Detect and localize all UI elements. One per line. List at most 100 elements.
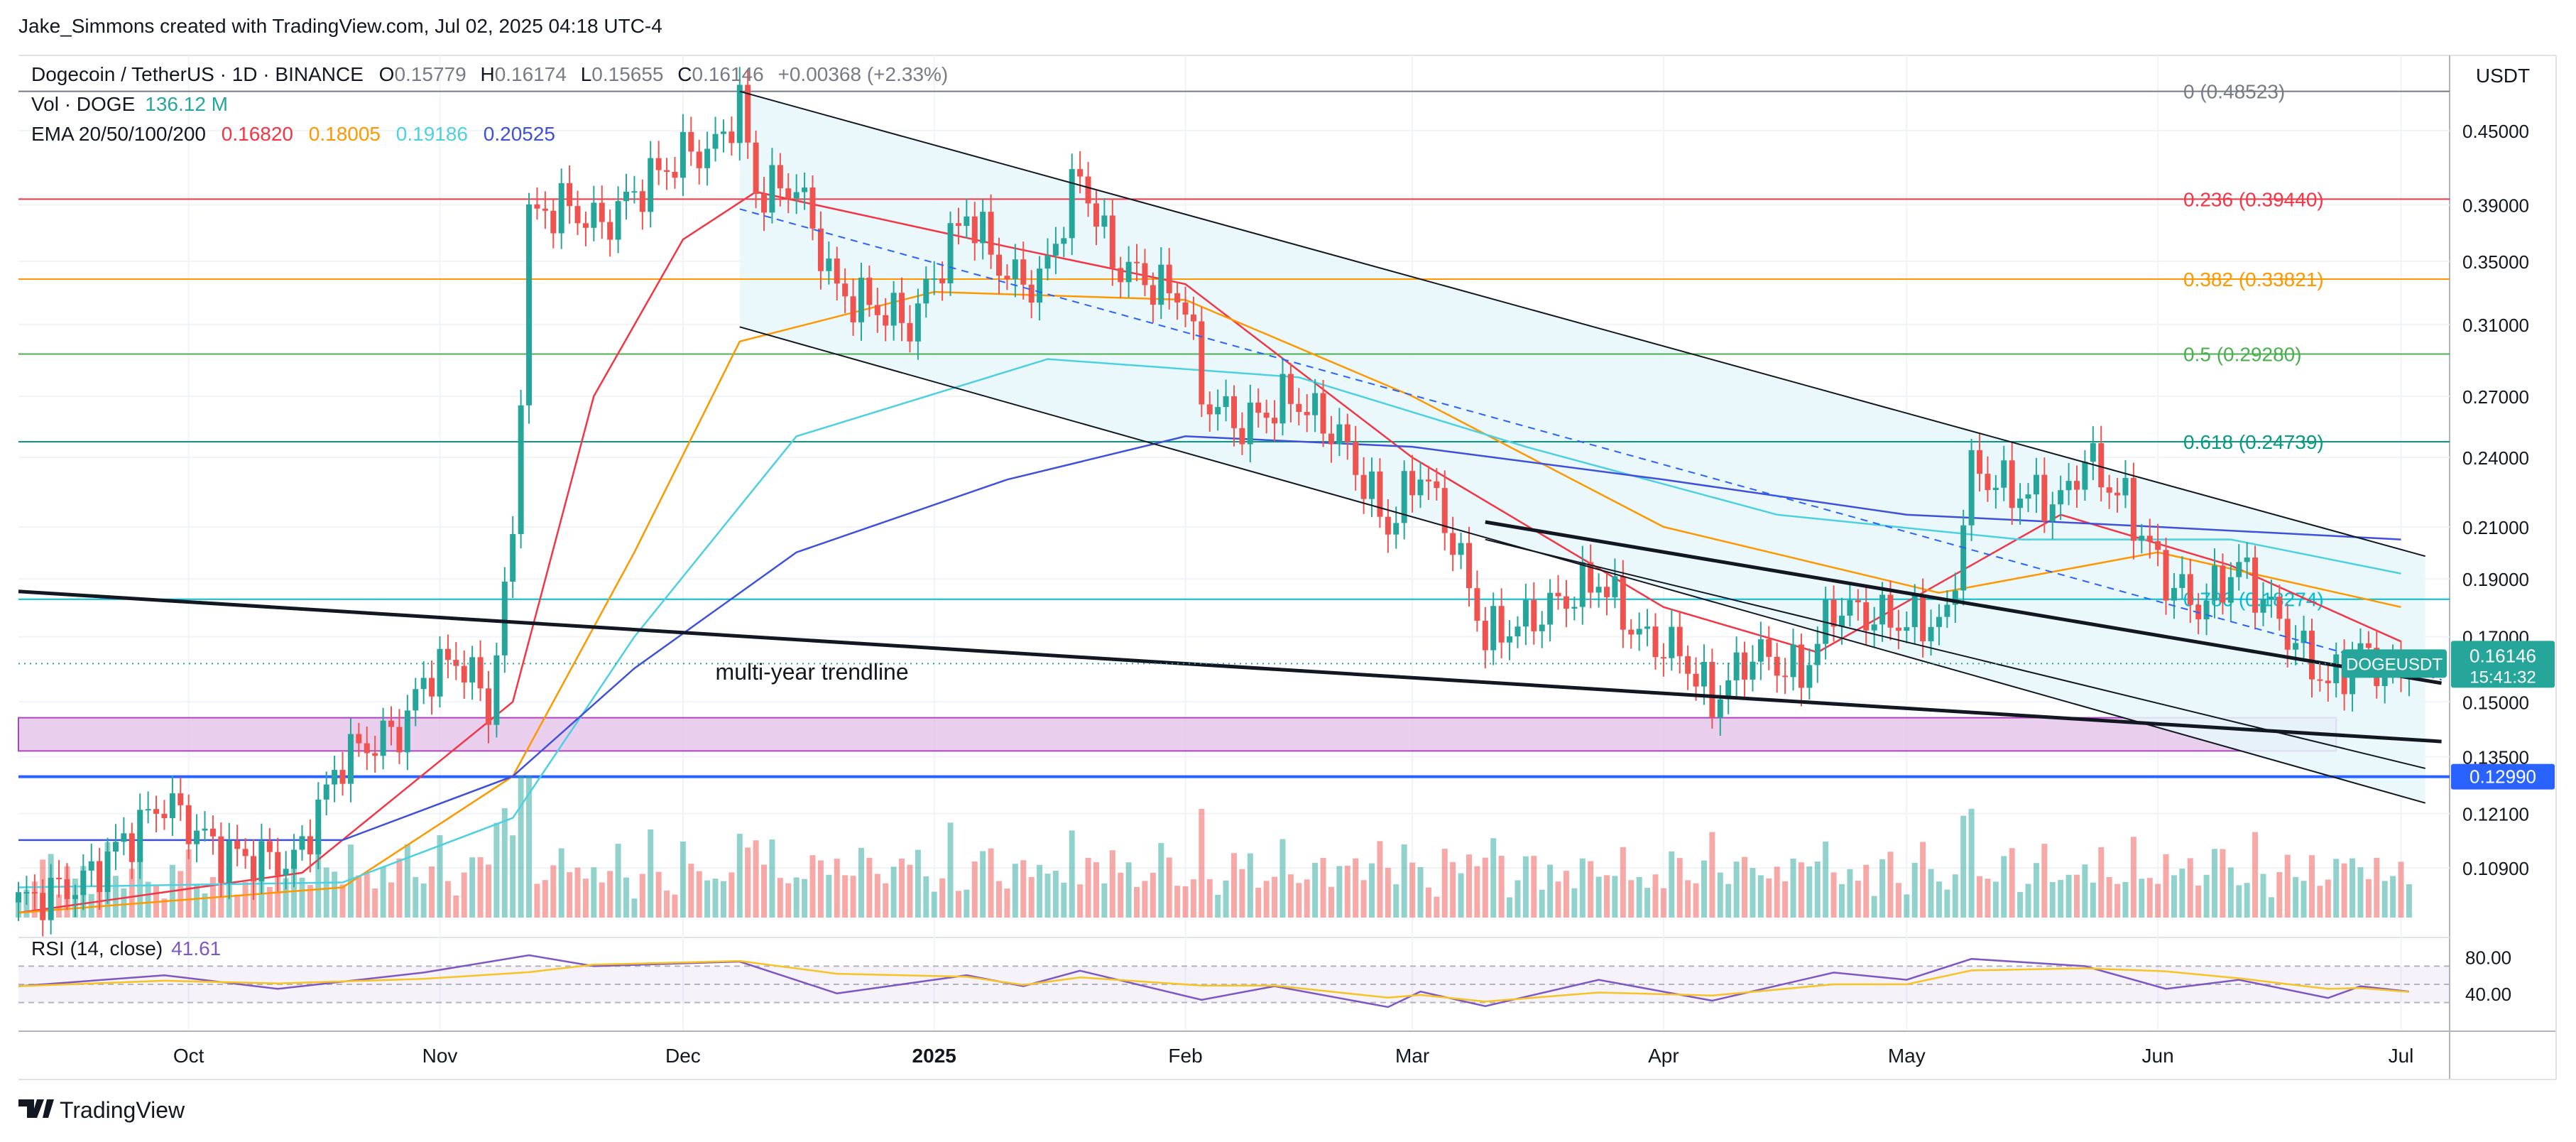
volume-bar <box>283 878 289 918</box>
volume-bar <box>404 844 410 918</box>
volume-bar <box>129 869 135 918</box>
candle-body <box>413 689 419 711</box>
volume-bar <box>2139 879 2145 918</box>
candle-body <box>2333 654 2340 684</box>
x-tick-label: May <box>1888 1045 1926 1067</box>
candle-body <box>2220 565 2226 603</box>
volume-bar <box>1279 839 1286 918</box>
volume-bar <box>907 864 913 918</box>
candle-body <box>1263 413 1270 418</box>
volume-bar <box>2187 858 2193 918</box>
volume-bar <box>307 885 313 918</box>
volume-bar <box>1652 874 1659 918</box>
candle-body <box>56 877 62 879</box>
volume-bar <box>2195 885 2202 918</box>
candle-body <box>1830 599 1837 627</box>
candle-body <box>2187 574 2193 605</box>
volume-bar <box>1847 869 1853 918</box>
volume-bar <box>2398 861 2404 918</box>
volume-bar <box>2333 859 2340 918</box>
candle-body <box>1425 479 1431 482</box>
candle-body <box>842 283 848 297</box>
volume-bar <box>2390 876 2396 918</box>
volume-bar <box>1199 808 1205 918</box>
candle-body <box>315 799 322 854</box>
volume-bar <box>2009 848 2015 918</box>
candle-body <box>1247 402 1253 445</box>
candle-body <box>1887 594 1894 628</box>
volume-bar <box>477 856 484 918</box>
volume-bar <box>185 849 192 918</box>
candle-body <box>939 278 946 283</box>
volume-bar <box>769 839 775 918</box>
volume-bar <box>996 881 1003 918</box>
volume-bar <box>1239 869 1245 918</box>
volume-bar <box>2236 885 2242 918</box>
volume-bar <box>2058 880 2064 918</box>
volume-bar <box>1806 866 1813 918</box>
candle-body <box>129 833 135 862</box>
volume-bar <box>2106 876 2112 918</box>
volume-bar <box>874 874 880 918</box>
volume-bar <box>2146 878 2153 918</box>
candle-body <box>753 142 759 195</box>
candle-body <box>631 191 638 193</box>
rsi-ma-line <box>18 959 2410 1003</box>
volume-bar <box>1547 864 1554 918</box>
candle-body <box>1895 627 1901 631</box>
candle-body <box>2033 474 2039 495</box>
multi-year-trendline <box>18 589 2442 744</box>
candle-body <box>680 131 686 178</box>
candle-body <box>745 85 751 143</box>
candle-body <box>112 842 119 852</box>
candle-body <box>2171 587 2177 601</box>
candle-body <box>2146 535 2153 542</box>
volume-bar <box>2203 874 2210 918</box>
candle-body <box>202 828 208 831</box>
x-tick-label: Dec <box>665 1045 701 1067</box>
volume-bar <box>413 876 419 918</box>
volume-bar <box>2163 854 2169 918</box>
candle-body <box>2017 499 2024 509</box>
candle-body <box>1790 644 1796 678</box>
volume-bar <box>1725 883 1732 918</box>
candle-body <box>1142 263 1148 286</box>
volume-bar <box>1231 853 1237 918</box>
candle-body <box>1158 264 1164 305</box>
volume-bar <box>931 891 937 918</box>
candle-body <box>850 296 856 322</box>
volume-bar <box>1515 880 1521 918</box>
legend-ema: EMA 20/50/100/200 0.16820 0.18005 0.1918… <box>31 123 555 145</box>
volume-bar <box>866 857 873 918</box>
volume-bar <box>1701 860 1707 918</box>
candle-body <box>720 131 726 134</box>
x-tick-label: Jul <box>2389 1045 2414 1067</box>
candle-body <box>1441 488 1448 533</box>
candle-body <box>728 131 735 143</box>
volume-bar <box>510 835 516 918</box>
support-badge-value: 0.12990 <box>2469 766 2536 788</box>
candle-body <box>1515 626 1521 637</box>
volume-bar <box>1287 874 1294 918</box>
price-axis-currency[interactable]: USDT <box>2476 65 2530 87</box>
candle-body <box>1125 261 1132 283</box>
candle-body <box>607 222 613 240</box>
candle-body <box>1044 255 1051 269</box>
candle-body <box>2284 619 2291 650</box>
candle-body <box>542 208 548 211</box>
candle-body <box>1847 600 1853 616</box>
x-tick-label: Mar <box>1395 1045 1429 1067</box>
volume-bar <box>380 866 386 918</box>
candle-body <box>2317 679 2323 681</box>
candle-body <box>591 202 597 228</box>
candle-body <box>266 841 273 852</box>
candle-body <box>1450 533 1456 555</box>
candle-body <box>1911 595 1918 628</box>
volume-bar <box>194 883 200 918</box>
candle-body <box>688 131 694 152</box>
tradingview-logo[interactable]: TradingView <box>18 1097 185 1123</box>
volume-bar <box>356 875 362 918</box>
candle-body <box>574 206 581 224</box>
candle-body <box>1101 215 1108 227</box>
